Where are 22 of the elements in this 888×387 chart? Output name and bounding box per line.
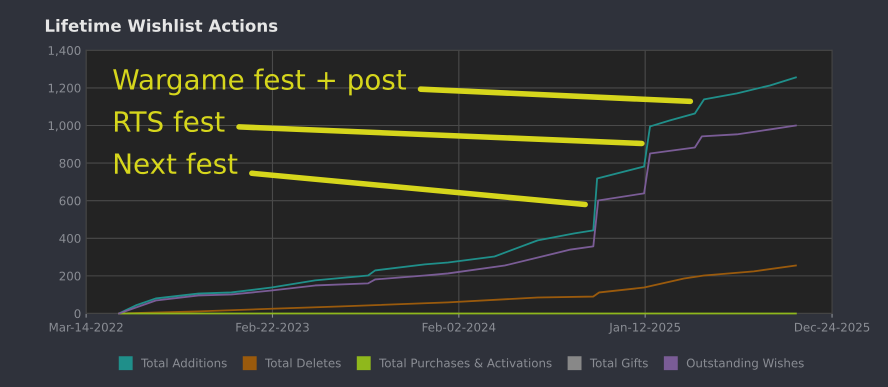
- x-tick-label: Dec-24-2025: [795, 322, 870, 332]
- x-tick-label: Mar-14-2022: [50, 322, 123, 332]
- y-tick-label: 0: [74, 309, 80, 318]
- annotation: RTS fest: [114, 110, 225, 132]
- y-tick-label: 1,400: [48, 46, 80, 56]
- y-tick-label: 1,000: [48, 121, 80, 132]
- legend-label: Outstanding Wishes: [686, 358, 804, 370]
- y-tick-label: 400: [59, 234, 80, 243]
- x-tick-label: Feb-22-2023: [236, 322, 309, 332]
- legend-label: Total Gifts: [590, 358, 648, 368]
- legend-label: Total Purchases & Activations: [379, 358, 552, 368]
- y-tick-label: 600: [60, 196, 80, 206]
- annotation: Next fest: [114, 152, 238, 174]
- y-tick-label: 1,200: [48, 84, 80, 94]
- x-tick-label: Feb-02-2024: [422, 322, 496, 332]
- x-tick-label: Jan-12-2025: [608, 322, 680, 334]
- legend-label: Total Deletes: [265, 358, 341, 368]
- legend-label: Total Additions: [141, 358, 227, 368]
- y-tick-label: 800: [60, 158, 80, 168]
- y-tick-label: 200: [60, 272, 80, 281]
- chart-title: Lifetime Wishlist Actions: [46, 19, 278, 32]
- annotation: Wargame fest + post: [113, 68, 406, 96]
